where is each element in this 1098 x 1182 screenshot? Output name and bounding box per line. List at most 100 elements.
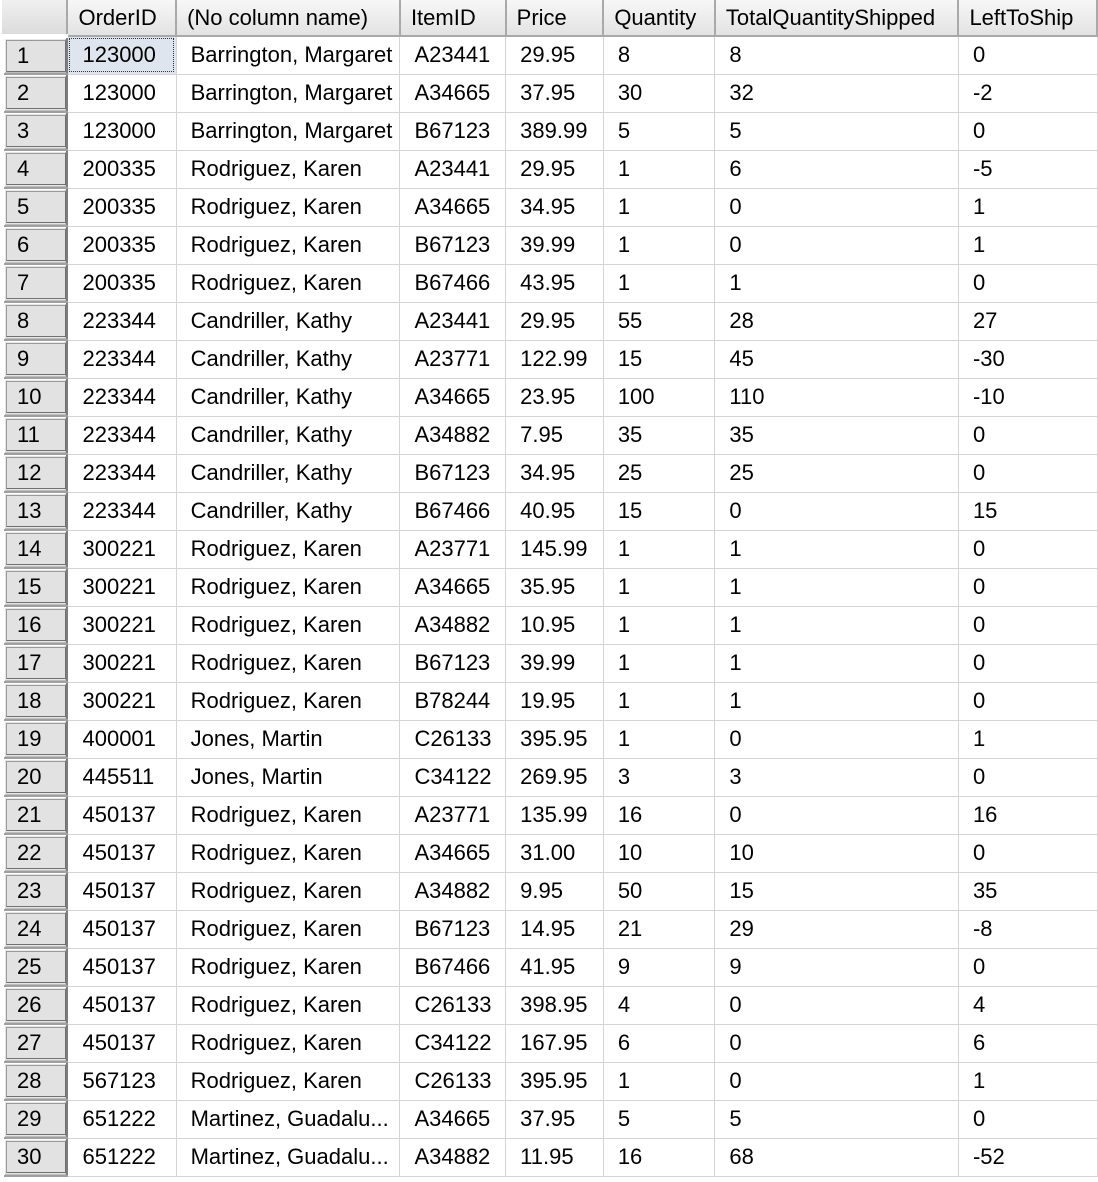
table-row[interactable]: 11 223344 Candriller, Kathy A34882 7.95 35 35 0 [0,416,1098,455]
cell-customer-name[interactable]: Rodriguez, Karen [176,910,401,949]
cell-total-quantity-shipped[interactable]: 1 [714,644,959,683]
cell-itemid[interactable]: A34665 [399,1100,507,1139]
cell-left-to-ship[interactable]: 1 [958,1062,1098,1101]
cell-itemid[interactable]: A34665 [399,834,507,873]
cell-left-to-ship[interactable]: 0 [958,644,1098,683]
cell-quantity[interactable]: 1 [603,644,716,683]
cell-quantity[interactable]: 6 [603,1024,716,1063]
table-row[interactable]: 27 450137 Rodriguez, Karen C34122 167.95 6 0 6 [0,1024,1098,1063]
cell-left-to-ship[interactable]: -5 [958,150,1098,189]
cell-quantity[interactable]: 1 [603,606,716,645]
cell-price[interactable]: 122.99 [505,340,604,379]
row-header[interactable]: 6 [0,226,69,265]
cell-total-quantity-shipped[interactable]: 10 [714,834,959,873]
cell-orderid[interactable]: 123000 [67,36,177,75]
cell-price[interactable]: 389.99 [505,112,604,151]
cell-price[interactable]: 39.99 [505,644,604,683]
cell-total-quantity-shipped[interactable]: 9 [714,948,959,987]
table-row[interactable]: 24 450137 Rodriguez, Karen B67123 14.95 21 29-… [0,910,1098,949]
cell-orderid[interactable]: 223344 [67,492,177,531]
cell-orderid[interactable]: 223344 [67,302,177,341]
cell-price[interactable]: 43.95 [505,264,604,303]
cell-left-to-ship[interactable]: -8 [958,910,1098,949]
cell-quantity[interactable]: 1 [603,720,716,759]
cell-customer-name[interactable]: Candriller, Kathy [176,416,401,455]
cell-orderid[interactable]: 450137 [67,910,177,949]
cell-orderid[interactable]: 123000 [67,74,177,113]
cell-total-quantity-shipped[interactable]: 0 [714,1024,959,1063]
cell-quantity[interactable]: 8 [603,36,716,75]
cell-price[interactable]: 145.99 [505,530,604,569]
row-header[interactable]: 12 [0,454,69,493]
cell-customer-name[interactable]: Candriller, Kathy [176,454,401,493]
cell-left-to-ship[interactable]: 0 [958,948,1098,987]
cell-quantity[interactable]: 10 [603,834,716,873]
cell-customer-name[interactable]: Candriller, Kathy [176,302,401,341]
column-header-orderid[interactable]: OrderID [67,0,178,37]
cell-orderid[interactable]: 300221 [67,644,177,683]
cell-left-to-ship[interactable]: 0 [958,416,1098,455]
table-row[interactable]: 5 200335 Rodriguez, Karen A34665 34.95 1 0 1 [0,188,1098,227]
cell-customer-name[interactable]: Rodriguez, Karen [176,986,401,1025]
cell-itemid[interactable]: A23441 [399,36,507,75]
table-row[interactable]: 8 223344 Candriller, Kathy A23441 29.95 55 28 2… [0,302,1098,341]
cell-price[interactable]: 34.95 [505,454,604,493]
cell-orderid[interactable]: 450137 [67,1024,177,1063]
row-header[interactable]: 30 [0,1138,69,1177]
cell-itemid[interactable]: B67123 [399,454,507,493]
cell-price[interactable]: 41.95 [505,948,604,987]
cell-orderid[interactable]: 200335 [67,226,177,265]
cell-orderid[interactable]: 200335 [67,150,177,189]
cell-total-quantity-shipped[interactable]: 5 [714,112,959,151]
table-row[interactable]: 6 200335 Rodriguez, Karen B67123 39.99 1 0 1 [0,226,1098,265]
table-row[interactable]: 2 123000 Barrington, Margaret A34665 37.95 30… [0,74,1098,113]
row-header[interactable]: 7 [0,264,69,303]
cell-itemid[interactable]: A34882 [399,872,507,911]
cell-quantity[interactable]: 50 [603,872,716,911]
cell-customer-name[interactable]: Rodriguez, Karen [176,834,401,873]
cell-customer-name[interactable]: Rodriguez, Karen [176,796,401,835]
cell-itemid[interactable]: A34882 [399,606,507,645]
cell-customer-name[interactable]: Rodriguez, Karen [176,530,401,569]
cell-itemid[interactable]: B67123 [399,112,507,151]
cell-orderid[interactable]: 123000 [67,112,177,151]
cell-total-quantity-shipped[interactable]: 1 [714,264,959,303]
cell-quantity[interactable]: 100 [603,378,716,417]
cell-quantity[interactable]: 55 [603,302,716,341]
cell-orderid[interactable]: 450137 [67,872,177,911]
cell-price[interactable]: 167.95 [505,1024,604,1063]
table-row[interactable]: 1 123000 Barrington, Margaret A23441 29.95 8 8… [0,34,1098,75]
cell-customer-name[interactable]: Barrington, Margaret [176,74,401,113]
row-header[interactable]: 25 [0,948,69,987]
table-row[interactable]: 25 450137 Rodriguez, Karen B67466 41.95 9 9 0 [0,948,1098,987]
cell-itemid[interactable]: C34122 [399,1024,507,1063]
cell-quantity[interactable]: 15 [603,492,716,531]
cell-orderid[interactable]: 450137 [67,834,177,873]
cell-left-to-ship[interactable]: -10 [958,378,1098,417]
cell-orderid[interactable]: 223344 [67,340,177,379]
cell-price[interactable]: 31.00 [505,834,604,873]
cell-orderid[interactable]: 450137 [67,948,177,987]
cell-total-quantity-shipped[interactable]: 1 [714,606,959,645]
cell-itemid[interactable]: A34665 [399,74,507,113]
cell-itemid[interactable]: B78244 [399,682,507,721]
cell-customer-name[interactable]: Barrington, Margaret [176,36,401,75]
cell-price[interactable]: 395.95 [505,720,604,759]
cell-left-to-ship[interactable]: 4 [958,986,1098,1025]
cell-total-quantity-shipped[interactable]: 68 [714,1138,959,1177]
cell-quantity[interactable]: 1 [603,226,716,265]
row-header[interactable]: 23 [0,872,69,911]
cell-price[interactable]: 39.99 [505,226,604,265]
row-header[interactable]: 19 [0,720,69,759]
cell-left-to-ship[interactable]: -52 [958,1138,1098,1177]
cell-price[interactable]: 19.95 [505,682,604,721]
cell-price[interactable]: 29.95 [505,302,604,341]
column-header-itemid[interactable]: ItemID [399,0,507,37]
cell-itemid[interactable]: A34665 [399,188,507,227]
cell-itemid[interactable]: C26133 [399,720,507,759]
cell-quantity[interactable]: 30 [603,74,716,113]
row-header[interactable]: 15 [0,568,69,607]
cell-total-quantity-shipped[interactable]: 29 [714,910,959,949]
cell-quantity[interactable]: 4 [603,986,716,1025]
